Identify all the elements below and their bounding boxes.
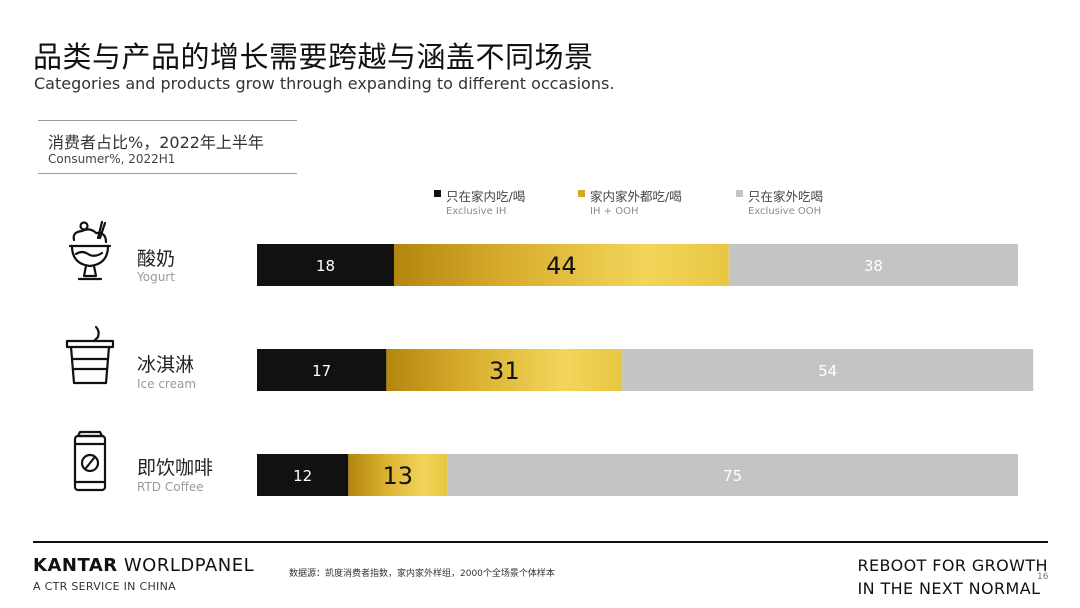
legend-swatch-ih-ooh — [578, 190, 585, 197]
legend-label-zh: 只在家外吃喝 — [748, 189, 824, 204]
category-label-en-ice-cream: Ice cream — [137, 377, 197, 391]
bar-segment-exclusive-ih — [257, 349, 387, 391]
bar-segment-exclusive-ooh — [447, 454, 1018, 496]
legend-label-en: Exclusive OOH — [748, 206, 822, 217]
category-label-ice-cream: 冰淇淋 — [137, 354, 195, 376]
legend-swatch-exclusive-ooh — [736, 190, 743, 197]
tagline-line-1: REBOOT FOR GROWTH — [857, 556, 1048, 575]
data-label-exclusive-ih: 18 — [316, 257, 335, 275]
brand-light: WORLDPANEL — [117, 555, 255, 576]
ice-cream-cup-icon — [65, 325, 115, 385]
page-title: 品类与产品的增长需要跨越与涵盖不同场景 — [33, 40, 594, 74]
category-label-en-yogurt: Yogurt — [137, 270, 175, 284]
data-label-exclusive-ih: 12 — [293, 467, 312, 485]
legend-swatch-exclusive-ih — [434, 190, 441, 197]
metric-label-zh: 消费者占比%，2022年上半年 — [48, 133, 264, 152]
data-label-exclusive-ooh: 54 — [818, 362, 837, 380]
tagline-line-2: IN THE NEXT NORMAL — [857, 579, 1041, 598]
bar-segment-exclusive-ih — [257, 454, 349, 496]
data-label-ih-ooh: 44 — [546, 252, 577, 280]
brand-subtitle: A CTR SERVICE IN CHINA — [33, 580, 176, 593]
footer-rule — [33, 541, 1048, 543]
kantar-logo: KANTAR WORLDPANEL — [33, 555, 254, 576]
bar-segment-exclusive-ih — [257, 244, 394, 286]
bar-segment-exclusive-ooh — [728, 244, 1018, 286]
legend-label-zh: 家内家外都吃/喝 — [590, 189, 682, 204]
legend-label-en: Exclusive IH — [446, 206, 507, 217]
data-label-ih-ooh: 31 — [489, 357, 520, 385]
legend-label-zh: 只在家内吃/喝 — [446, 189, 526, 204]
data-label-exclusive-ooh: 38 — [864, 257, 883, 275]
data-label-exclusive-ooh: 75 — [723, 467, 742, 485]
bar-segment-ih-ooh — [386, 349, 623, 391]
data-source-note: 数据源：凯度消费者指数，家内家外样组，2000个全场景个体样本 — [289, 569, 555, 579]
metric-label-en: Consumer%, 2022H1 — [48, 152, 176, 166]
page-subtitle: Categories and products grow through exp… — [34, 74, 615, 93]
yogurt-sundae-icon — [68, 220, 112, 281]
legend-label-en: IH + OOH — [590, 206, 639, 217]
bar-segment-ih-ooh — [348, 454, 448, 496]
category-label-rtd-coffee: 即饮咖啡 — [137, 457, 214, 479]
tagline: REBOOT FOR GROWTH IN THE NEXT NORMAL — [857, 554, 1048, 600]
category-label-yogurt: 酸奶 — [137, 248, 176, 270]
metric-label-box: 消费者占比%，2022年上半年 Consumer%, 2022H1 — [38, 120, 297, 174]
bar-segment-ih-ooh — [393, 244, 729, 286]
coffee-can-icon — [73, 430, 107, 492]
data-label-exclusive-ih: 17 — [312, 362, 331, 380]
data-label-ih-ooh: 13 — [383, 462, 414, 490]
page-number: 16 — [1037, 572, 1049, 582]
bar-segment-exclusive-ooh — [622, 349, 1034, 391]
brand-bold: KANTAR — [33, 555, 118, 576]
category-label-en-rtd-coffee: RTD Coffee — [137, 480, 204, 494]
